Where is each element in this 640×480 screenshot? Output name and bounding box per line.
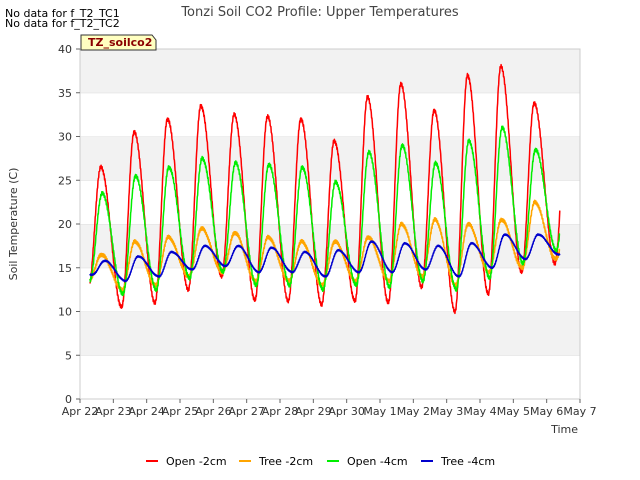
x-tick-label: May 4 (463, 405, 496, 418)
grid-band (80, 311, 580, 356)
x-tick-label: May 2 (397, 405, 430, 418)
site-badge: TZ_soilco2 (80, 34, 157, 51)
grid-band (80, 49, 580, 93)
badge-box (80, 34, 157, 51)
series-line-open-4cm (89, 125, 561, 297)
y-tick-label: 5 (65, 349, 72, 362)
grid-band (80, 355, 580, 399)
y-tick-label: 0 (65, 393, 72, 406)
y-tick-label: 40 (58, 43, 72, 56)
x-tick-label: Apr 24 (128, 405, 165, 418)
x-tick-label: May 1 (363, 405, 396, 418)
x-tick-label: May 5 (497, 405, 530, 418)
x-tick-label: Apr 28 (262, 405, 299, 418)
x-tick-label: May 3 (430, 405, 463, 418)
legend-label: Open -2cm (166, 455, 227, 468)
y-tick-label: 30 (58, 131, 72, 144)
grid-band (80, 92, 580, 137)
y-tick-label: 35 (58, 87, 72, 100)
series-lines (89, 63, 561, 315)
y-axis-title: Soil Temperature (C) (7, 168, 20, 281)
nodata-line-1: No data for f_T2_TC1 (5, 7, 120, 20)
nodata-line-2: No data for f_T2_TC2 (5, 17, 120, 30)
series-line-tree-4cm (89, 233, 561, 283)
x-tick-label: Apr 23 (95, 405, 132, 418)
x-tick-label: May 6 (530, 405, 563, 418)
y-tick-label: 20 (58, 218, 72, 231)
x-tick-label: May 7 (563, 405, 596, 418)
legend-label: Tree -4cm (440, 455, 495, 468)
x-axis-title: Time (550, 423, 578, 436)
x-tick-label: Apr 25 (162, 405, 199, 418)
grid-band (80, 267, 580, 312)
y-tick-label: 25 (58, 174, 72, 187)
y-tick-label: 10 (58, 306, 72, 319)
legend-label: Tree -2cm (258, 455, 313, 468)
x-tick-label: Apr 26 (195, 405, 232, 418)
y-axis: 0 5 10 15 20 25 30 35 40 (58, 43, 80, 406)
chart-title: Tonzi Soil CO2 Profile: Upper Temperatur… (180, 5, 459, 20)
legend: Open -2cm Tree -2cm Open -4cm Tree -4cm (146, 455, 495, 468)
x-tick-label: Apr 30 (328, 405, 365, 418)
badge-text: TZ_soilco2 (88, 36, 152, 49)
x-tick-label: Apr 27 (228, 405, 265, 418)
x-tick-label: Apr 22 (62, 405, 99, 418)
y-tick-label: 15 (58, 262, 72, 275)
x-tick-label: Apr 29 (295, 405, 332, 418)
legend-label: Open -4cm (347, 455, 408, 468)
